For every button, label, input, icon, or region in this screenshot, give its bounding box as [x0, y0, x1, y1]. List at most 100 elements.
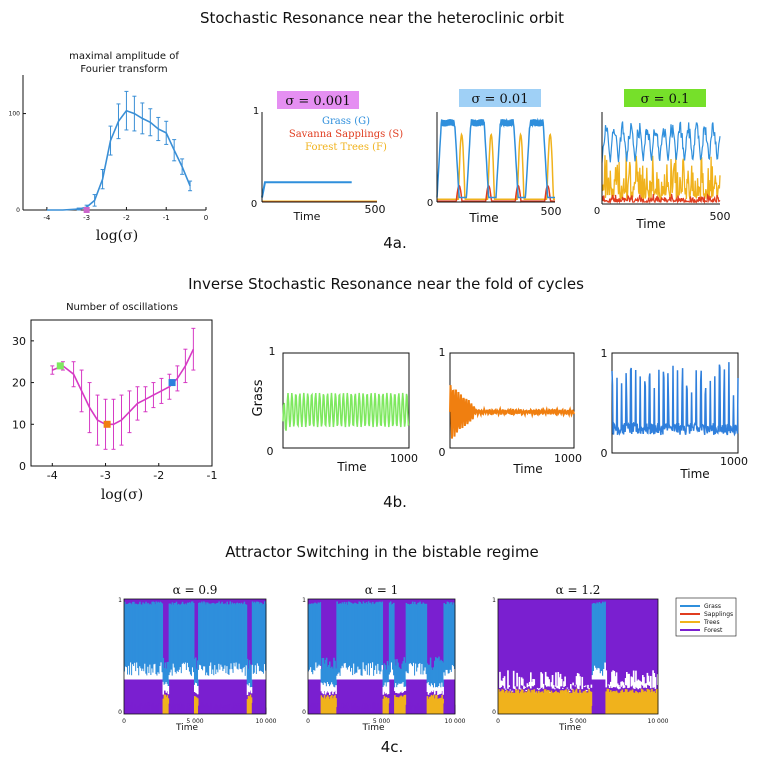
amp-x-tick-label: -3 [83, 214, 90, 222]
stack1-trees-area [255, 708, 258, 714]
stack1-trees-area [217, 707, 219, 714]
stack3-trees-area [616, 692, 619, 714]
stack1-trees-area [206, 703, 208, 714]
stack3-trees-area [640, 688, 643, 714]
stack1-gap-area [184, 662, 187, 680]
stack2-grass-area [337, 603, 339, 674]
stack2-trees-area [402, 696, 405, 714]
stack1-grass-area [237, 603, 240, 670]
stack2-trees-area [390, 707, 393, 714]
stack3-trees-area [572, 689, 574, 714]
stack1-grass-area [187, 602, 190, 668]
stack2-trees-area [443, 703, 445, 714]
stack2-gap-area [414, 675, 416, 680]
stack2-trees-area [400, 695, 402, 714]
g2-series-line [449, 385, 575, 439]
stack1-grass-area [243, 601, 246, 667]
stack3-trees-area [628, 691, 630, 714]
stack2-trees-area [440, 697, 442, 714]
stack2-grass-area [311, 603, 313, 673]
stack1-grass-area [242, 603, 245, 669]
stack1-trees-area [125, 703, 127, 714]
ts3-grass-line [601, 121, 721, 163]
stack2-gap-area [378, 670, 380, 680]
stack1-trees-area [153, 707, 155, 714]
stack2-gap-area [396, 687, 398, 693]
stack3-gap-area [579, 676, 581, 686]
stack2-gap-area [421, 663, 423, 680]
stack1-grass-area [164, 662, 167, 684]
stack1-trees-area [168, 703, 171, 714]
stack1-grass-area [248, 660, 251, 684]
stack3-gap-area [514, 686, 516, 690]
stack3-trees-area [613, 691, 616, 714]
stack2-trees-area [444, 705, 447, 714]
ts3-x-tick-label: 0 [594, 206, 600, 217]
stack3-gap-area [566, 687, 569, 689]
stack1-grass-area [129, 602, 131, 675]
stack3-y-tick-label: 1 [492, 597, 496, 604]
stack1-y-tick-label: 0 [118, 709, 122, 716]
stack1-trees-area [259, 703, 262, 714]
stack1-trees-area [200, 704, 202, 714]
stack2-grass-area [393, 602, 395, 676]
stack3-trees-area [520, 689, 523, 714]
stack3-trees-area [583, 691, 586, 714]
stack1-grass-area [177, 603, 180, 673]
stack3-trees-area [562, 690, 564, 714]
stack2-trees-area [438, 698, 440, 714]
stack3-gap-area [652, 670, 654, 688]
stack2-gap-area [352, 675, 354, 680]
stack2-grass-area [360, 603, 363, 676]
stack3-trees-area [653, 691, 656, 714]
stack1-gap-area [180, 673, 183, 680]
stack3-trees-area [500, 690, 502, 714]
stack2-trees-area [322, 698, 325, 714]
stack1-grass-area [200, 603, 202, 666]
stack1-gap-area [208, 675, 210, 680]
stack1-trees-area [146, 704, 148, 714]
stack3-trees-area [512, 692, 515, 714]
stack2-trees-area [315, 706, 317, 714]
stack2-trees-area [432, 694, 435, 714]
stack1-trees-area [161, 704, 164, 714]
stack2-gap-area [406, 672, 409, 680]
stack2-gap-area [315, 662, 317, 680]
stack2-gap-area [351, 667, 353, 680]
stack3-trees-area [546, 690, 548, 714]
stack2-trees-area [341, 703, 344, 714]
stack1-gap-area [166, 683, 169, 692]
stack2-trees-area [325, 696, 328, 714]
stack1-trees-area [216, 705, 218, 714]
stack3-trees-area [560, 690, 563, 714]
stack1-grass-area [193, 658, 196, 685]
stack3-grass-area [599, 603, 602, 674]
stack-legend-entry: Forest [704, 627, 723, 634]
stack2-grass-area [413, 603, 415, 663]
stack1-trees-area [202, 704, 204, 714]
stack1-gap-area [157, 672, 159, 680]
stack3-gap-area [604, 662, 606, 680]
stack1-grass-area [173, 603, 176, 668]
stack3-gap-area [570, 684, 572, 689]
stack2-trees-area [345, 705, 348, 714]
stack1-alpha-label: α = 0.9 [173, 583, 218, 597]
stack1-trees-area [243, 703, 246, 714]
stack2-trees-area [435, 695, 437, 714]
stack1-gap-area [230, 663, 233, 680]
stack1-trees-area [170, 707, 173, 714]
stack1-grass-area [223, 604, 225, 669]
stack3-x-axis-label: Time [558, 723, 581, 733]
stack1-grass-area [262, 604, 265, 674]
stack1-trees-area [223, 705, 225, 714]
stack1-gap-area [144, 663, 146, 680]
stack3-trees-area [516, 690, 518, 714]
stack-legend-entry: Sapplings [704, 611, 733, 618]
stack2-trees-area [334, 694, 336, 714]
stack2-gap-area [409, 663, 412, 680]
stack2-trees-area [348, 707, 351, 714]
stack3-trees-area [595, 707, 597, 714]
stack3-trees-area [517, 689, 520, 714]
stack1-gap-area [127, 674, 129, 680]
stack3-trees-area [539, 692, 541, 714]
